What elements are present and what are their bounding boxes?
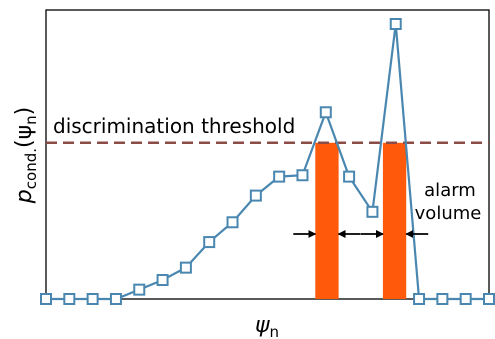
alarm-bars: [315, 142, 407, 299]
data-point: [319, 106, 332, 119]
y-axis-label-arg-close: ): [12, 107, 37, 116]
data-point: [40, 293, 52, 305]
data-point: [86, 293, 99, 305]
alarm-bar-2: [382, 142, 407, 299]
data-point: [436, 293, 449, 305]
plot-frame: [45, 9, 490, 300]
y-axis-label-sub: cond.: [22, 148, 40, 189]
data-point: [483, 293, 495, 305]
data-point: [133, 283, 146, 296]
series-line: [46, 23, 489, 301]
data-point: [156, 274, 169, 287]
data-point: [413, 293, 426, 305]
annotation-alarm: alarm: [424, 180, 476, 201]
data-point: [389, 18, 402, 30]
x-axis-label-sub: n: [270, 323, 280, 339]
data-point: [63, 293, 76, 305]
data-point: [109, 293, 122, 305]
data-point: [226, 216, 239, 229]
x-axis-label: ψn: [255, 313, 279, 339]
y-axis-label-arg-open: (ψ: [12, 125, 37, 148]
data-point: [203, 236, 216, 249]
alarm-bar-1: [315, 142, 339, 299]
data-point: [343, 170, 356, 183]
series-group: [40, 18, 495, 305]
x-axis-label-base: ψ: [255, 313, 270, 338]
y-axis-label: pcond.(ψn): [12, 107, 40, 204]
data-point: [366, 205, 379, 218]
data-point: [249, 189, 262, 202]
data-point: [179, 261, 192, 274]
y-axis-label-arg-sub: n: [22, 115, 40, 125]
y-axis-label-base: p: [12, 189, 37, 204]
data-point: [459, 293, 472, 305]
data-point: [273, 170, 286, 183]
threshold-label: discrimination threshold: [53, 114, 295, 138]
annotation-volume: volume: [415, 203, 482, 224]
data-point: [296, 169, 309, 182]
